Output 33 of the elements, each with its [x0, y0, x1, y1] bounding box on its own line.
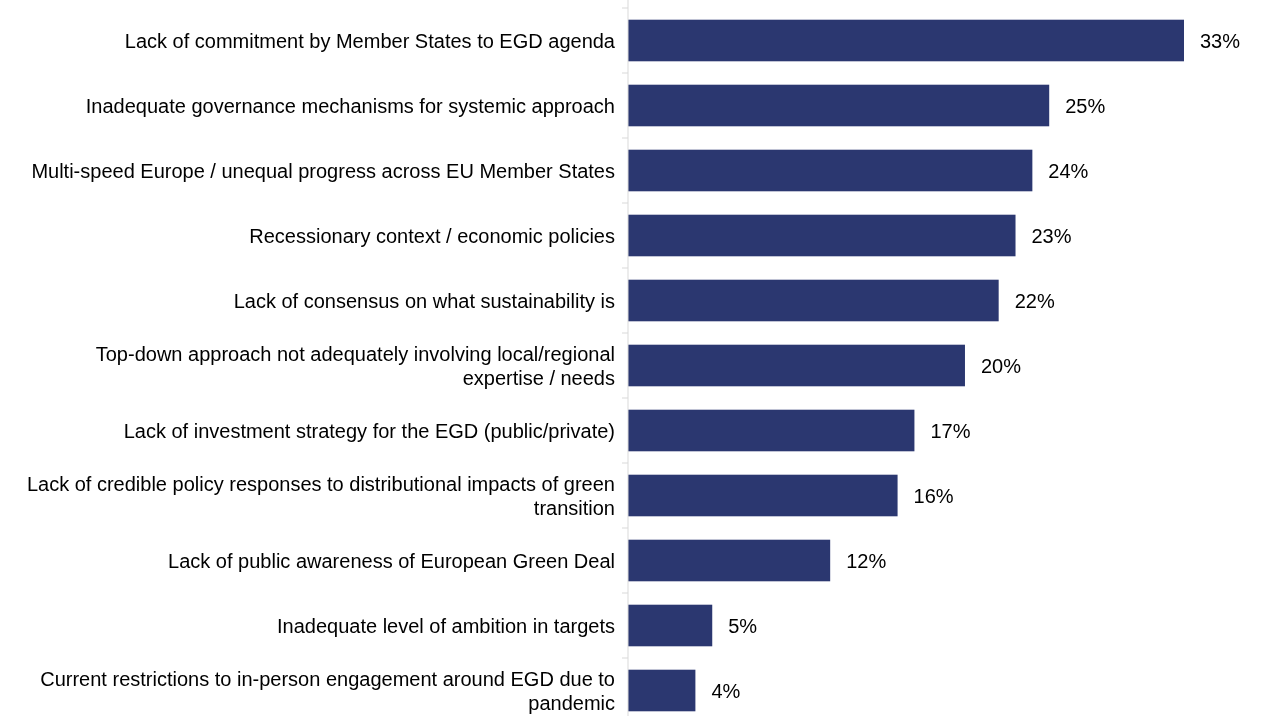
y-tick-label: Inadequate level of ambition in targets — [277, 614, 615, 637]
y-tick-label: Lack of investment strategy for the EGD (public/private) — [123, 419, 615, 442]
data-label: 17% — [930, 419, 971, 442]
data-label: 24% — [1048, 159, 1089, 182]
bar — [628, 669, 696, 712]
bar — [628, 344, 965, 387]
y-tick-label: Inadequate governance mechanisms for systemic approach — [85, 94, 615, 117]
data-label: 12% — [846, 549, 887, 572]
data-label: 33% — [1200, 29, 1241, 52]
data-label: 5% — [728, 614, 758, 637]
data-label: 16% — [913, 484, 954, 507]
bar — [628, 84, 1050, 127]
bar — [628, 279, 999, 322]
bar — [628, 539, 831, 582]
data-label: 23% — [1031, 224, 1072, 247]
y-tick-label: Lack of public awareness of European Green Deal — [168, 549, 615, 572]
y-tick-label: Current restrictions to in-person engagement around EGD due to pandemic — [40, 667, 615, 714]
bar — [628, 149, 1033, 192]
y-tick-label: Recessionary context / economic policies — [249, 224, 615, 247]
y-tick-label: Lack of consensus on what sustainability is — [233, 289, 615, 312]
data-label: 4% — [711, 679, 741, 702]
y-tick-label: Multi-speed Europe / unequal progress across EU Member States — [31, 159, 615, 182]
data-label: 25% — [1065, 94, 1106, 117]
y-tick-label: Top-down approach not adequately involving local/regional expertise / needs — [95, 342, 615, 389]
data-label: 22% — [1014, 289, 1055, 312]
bar — [628, 409, 915, 452]
bar — [628, 474, 898, 517]
bar — [628, 214, 1016, 257]
data-label: 20% — [980, 354, 1022, 377]
bar — [628, 604, 713, 647]
y-tick-label: Lack of credible policy responses to distributional impacts of green transition — [26, 472, 615, 519]
bar — [628, 19, 1184, 62]
y-tick-label: Lack of commitment by Member States to EGD agenda — [124, 29, 616, 52]
